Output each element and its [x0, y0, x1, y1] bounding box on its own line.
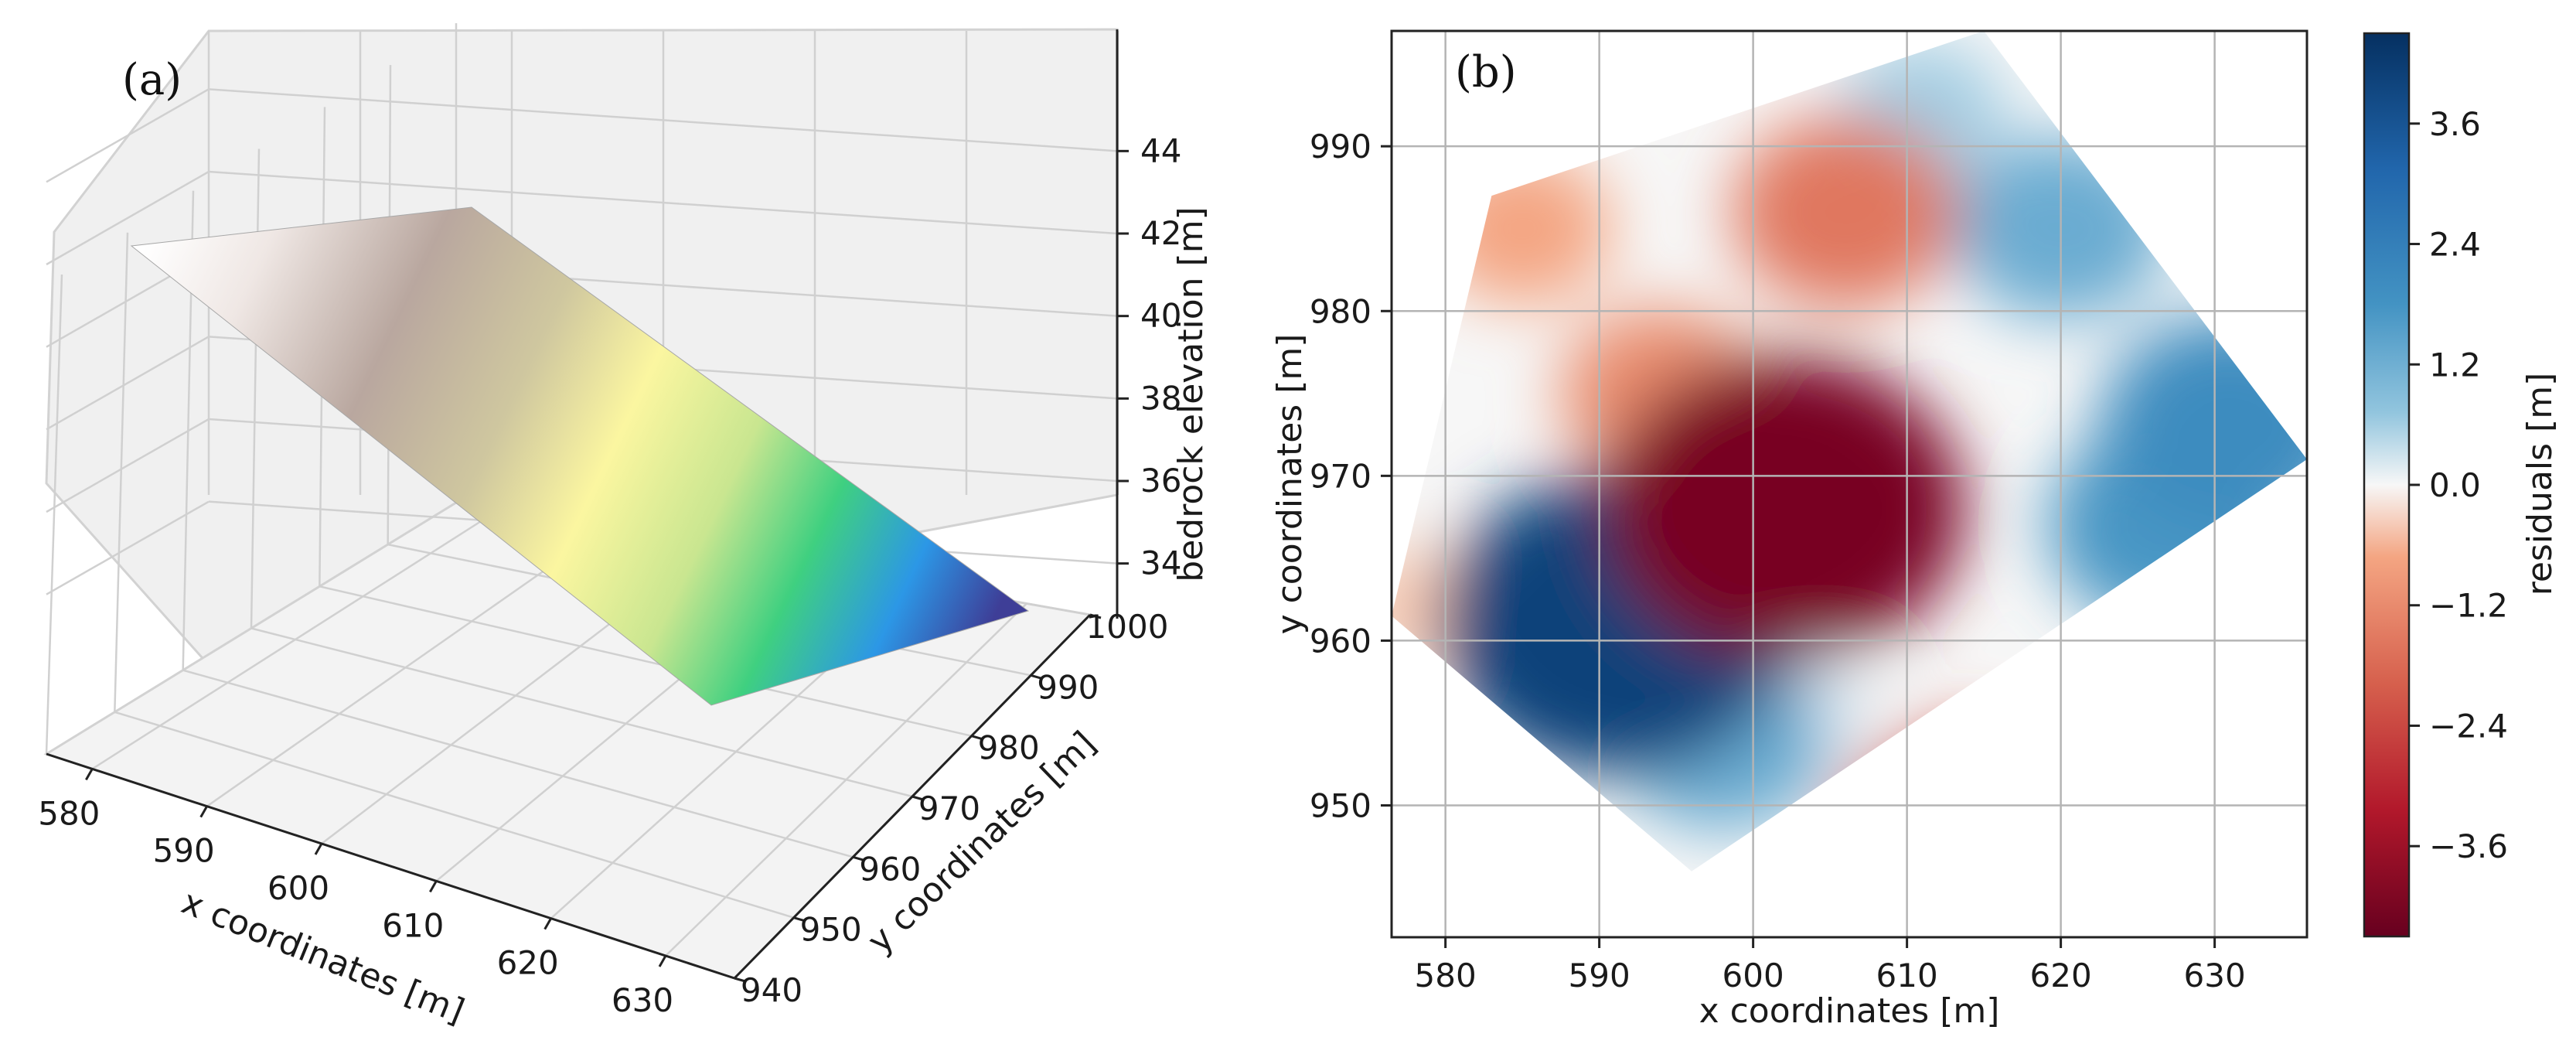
panel-b-x-tick-label: 620: [2030, 957, 2092, 994]
residual-extremum: [1433, 152, 1612, 305]
panel-a-x-tick-mark: [85, 768, 94, 781]
panel-b-gridlines: [1392, 31, 2307, 937]
bedrock-surface: [130, 206, 1030, 706]
panel-b-residual-map: 580 590 600 610 620 630 950 960 970 980 990 (b) x…: [1270, 29, 2560, 1031]
colorbar-label: residuals [m]: [2520, 373, 2560, 595]
panel-a-y-tick-mark: [1030, 674, 1042, 680]
panel-b-label: (b): [1455, 47, 1517, 97]
panel-a-z-axis-label: bedrock elevation [m]: [1171, 206, 1211, 582]
panel-b-x-tick-label: 610: [1876, 957, 1938, 994]
panel-b-x-axis-label: x coordinates [m]: [1699, 991, 2000, 1031]
panel-a-x-tick-mark: [429, 880, 438, 893]
panel-a-y-tick-mark: [852, 855, 864, 861]
panel-a-y-tick-mark: [793, 916, 806, 923]
panel-a-z-tick-label: 38: [1140, 379, 1181, 417]
panel-b-y-tick-label: 970: [1310, 457, 1371, 495]
panel-a-y-tick-label: 1000: [1086, 608, 1169, 646]
panel-b-x-tick-label: 590: [1569, 957, 1630, 994]
panel-a-z-ticks: 34 36 38 40 42 44: [1117, 131, 1181, 582]
colorbar-tick-label: −2.4: [2429, 707, 2508, 745]
panel-a-y-tick-mark: [911, 795, 924, 801]
panel-a-x-tick-label: 630: [612, 981, 673, 1019]
panel-a-z-tick-label: 42: [1140, 214, 1181, 252]
panel-a-y-tick-label: 970: [918, 790, 980, 827]
panel-a-x-tick-label: 610: [382, 906, 444, 944]
panel-a-x-tick-label: 590: [153, 832, 215, 870]
colorbar-tick-label: 0.0: [2429, 466, 2481, 504]
panel-a-y-tick-mark: [971, 735, 983, 741]
panel-a-z-tick-label: 40: [1140, 297, 1181, 335]
panel-b-axes-frame: [1390, 29, 2309, 939]
panel-a-y-tick-label: 950: [800, 911, 862, 949]
colorbar-tick-label: −3.6: [2429, 827, 2508, 865]
panel-b-y-tick-label: 980: [1310, 292, 1371, 330]
colorbar: [2363, 32, 2411, 938]
colorbar-tick-label: 2.4: [2429, 226, 2481, 264]
panel-b-x-ticks: 580 590 600 610 620 630: [1415, 937, 2246, 994]
panel-b-y-axis-label: y coordinates [m]: [1270, 334, 1310, 635]
panel-a-y-ticks: 940 950 960 970 980 990 1000: [734, 608, 1168, 1009]
panel-a-y-tick-mark: [734, 977, 746, 983]
residual-extremum: [1733, 116, 1959, 309]
panel-a-x-tick-mark: [658, 955, 667, 967]
panel-a-x-tick-label: 600: [267, 869, 329, 907]
panel-b-x-tick-label: 580: [1415, 957, 1477, 994]
residual-extremum: [2099, 315, 2307, 537]
colorbar-ticks: 3.6 2.4 1.2 0.0 −1.2 −2.4 −3.6: [2409, 105, 2508, 865]
panel-b-y-tick-label: 950: [1310, 787, 1371, 825]
colorbar-tick-label: 1.2: [2429, 346, 2481, 384]
panel-a-label: (a): [122, 55, 182, 105]
panel-a-x-ticks: 580 590 600 610 620 630: [38, 768, 673, 1019]
panel-b-x-tick-label: 630: [2184, 957, 2246, 994]
colorbar-tick-label: −1.2: [2429, 587, 2508, 625]
panel-a-x-tick-label: 620: [497, 944, 559, 982]
panel-a-x-tick-mark: [314, 843, 323, 855]
panel-a-3d-surface: 580 590 600 610 620 630 940 950 960 970 980 990 100…: [38, 23, 1211, 1032]
panel-b-y-tick-label: 960: [1310, 622, 1371, 660]
residual-extremum: [1603, 355, 1964, 663]
panel-a-y-tick-mark: [1089, 613, 1102, 619]
panel-a-x-tick-mark: [199, 805, 208, 818]
panel-a-x-tick-label: 580: [38, 794, 100, 832]
panel-b-x-tick-label: 600: [1722, 957, 1784, 994]
panel-a-y-tick-label: 980: [978, 729, 1040, 767]
panel-a-x-tick-mark: [543, 917, 552, 930]
colorbar-tick-label: 3.6: [2429, 105, 2481, 143]
panel-b-y-tick-label: 990: [1310, 128, 1371, 165]
residual-field: [1392, 31, 2307, 872]
panel-b-y-ticks: 950 960 970 980 990: [1310, 128, 1392, 825]
panel-a-z-tick-label: 34: [1140, 544, 1181, 582]
panel-a-y-tick-label: 940: [741, 971, 802, 1009]
panel-a-z-tick-label: 44: [1140, 131, 1181, 169]
panel-a-y-tick-label: 960: [859, 850, 921, 888]
panel-a-y-tick-label: 990: [1037, 668, 1099, 706]
panel-a-z-tick-label: 36: [1140, 462, 1181, 500]
